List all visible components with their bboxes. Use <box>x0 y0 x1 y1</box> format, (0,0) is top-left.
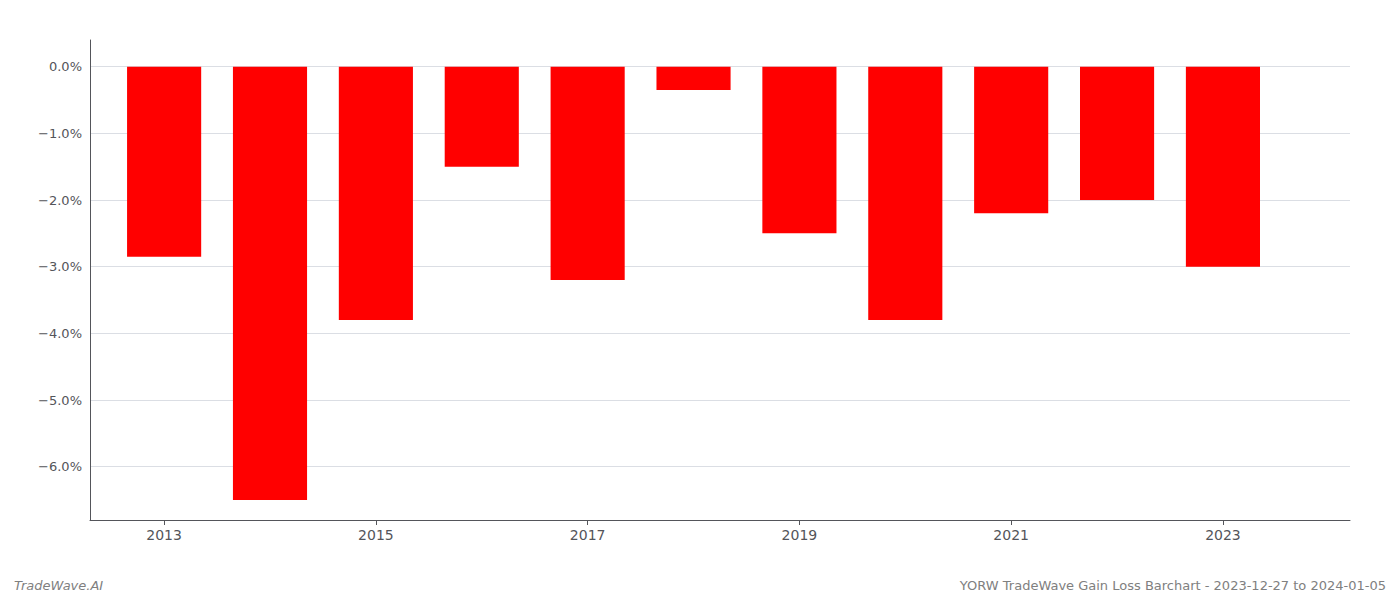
svg-text:0.0%: 0.0% <box>49 59 82 74</box>
svg-text:2021: 2021 <box>993 527 1029 543</box>
svg-text:TradeWave.AI: TradeWave.AI <box>14 578 103 593</box>
svg-text:−6.0%: −6.0% <box>38 459 82 474</box>
svg-text:−3.0%: −3.0% <box>38 259 82 274</box>
svg-text:−5.0%: −5.0% <box>38 393 82 408</box>
svg-text:2013: 2013 <box>146 527 182 543</box>
svg-text:2015: 2015 <box>358 527 394 543</box>
svg-text:2023: 2023 <box>1205 527 1241 543</box>
svg-text:YORW TradeWave Gain Loss Barch: YORW TradeWave Gain Loss Barchart - 2023… <box>959 578 1386 593</box>
svg-text:−4.0%: −4.0% <box>38 326 82 341</box>
svg-text:2019: 2019 <box>782 527 818 543</box>
svg-text:2017: 2017 <box>570 527 606 543</box>
svg-text:−2.0%: −2.0% <box>38 193 82 208</box>
svg-text:−1.0%: −1.0% <box>38 126 82 141</box>
